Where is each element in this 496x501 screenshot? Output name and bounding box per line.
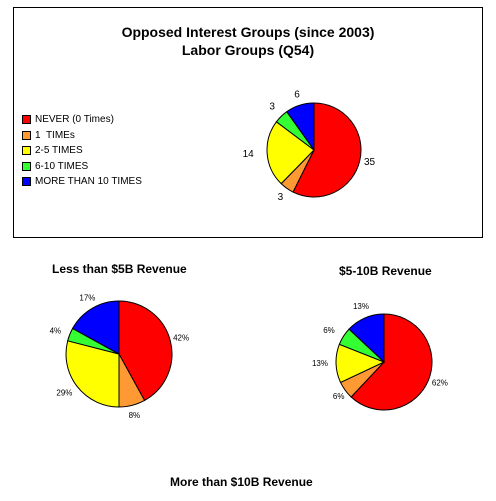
pie-0-label-1: 3 (278, 192, 284, 203)
pie-title-less-than-5b: Less than $5B Revenue (52, 262, 187, 276)
pie-title-5-10b: $5-10B Revenue (339, 264, 432, 278)
pie-0-label-2: 14 (243, 149, 255, 160)
pie-2-label-1: 6% (333, 392, 345, 401)
legend-swatch-more-than-10 (22, 177, 31, 187)
pie-1-slice-0 (118, 300, 173, 402)
pie-0-slice-0 (292, 102, 362, 198)
legend-item-1-time: 1 TIMEs (22, 128, 142, 144)
legend-swatch-1-time (22, 130, 31, 140)
pie-1-slice-2 (65, 340, 120, 408)
pie-2-label-3: 6% (323, 326, 335, 335)
pie-1-label-0: 42% (173, 334, 189, 343)
pie-1-label-2: 29% (56, 388, 72, 397)
pie-2-slice-4 (348, 313, 385, 364)
legend-item-more-than-10: MORE THAN 10 TIMES (22, 174, 142, 190)
chart-subtitle: Labor Groups (Q54) (181, 42, 315, 58)
legend-label-never: NEVER (0 Times) (35, 114, 114, 126)
legend-label-2-5-times: 2-5 TIMES (35, 145, 83, 157)
legend-swatch-never (22, 115, 31, 125)
pie-0-slice-4 (286, 102, 315, 152)
legend-label-1-time: 1 TIMEs (35, 129, 75, 141)
pie-0-label-4: 6 (294, 89, 300, 100)
legend-label-more-than-10: MORE THAN 10 TIMES (35, 176, 142, 188)
legend: NEVER (0 Times) 1 TIMEs 2-5 TIMES 6-10 T… (22, 112, 142, 190)
pie-2-label-2: 13% (312, 359, 328, 368)
pie-0-slice-2 (266, 121, 315, 185)
pie-1-label-3: 4% (50, 326, 62, 335)
pie-0-label-0: 35 (364, 157, 376, 168)
pie-2-label-0: 62% (432, 379, 448, 388)
pie-2-slice-0 (350, 313, 433, 411)
pie-1-slice-4 (71, 300, 120, 355)
legend-swatch-6-10-times (22, 161, 31, 171)
pie-1-label-1: 8% (129, 411, 141, 420)
legend-item-2-5-times: 2-5 TIMES (22, 143, 142, 159)
legend-swatch-2-5-times (22, 146, 31, 156)
pie-0-label-3: 3 (269, 102, 275, 113)
pie-title-more-than-10b: More than $10B Revenue (170, 475, 313, 489)
legend-item-6-10-times: 6-10 TIMES (22, 159, 142, 175)
main-chart-frame: Opposed Interest Groups (since 2003) Lab… (13, 7, 483, 238)
legend-item-never: NEVER (0 Times) (22, 112, 142, 128)
pie-2-label-4: 13% (353, 302, 369, 311)
pie-1-label-4: 17% (79, 294, 95, 303)
chart-title: Opposed Interest Groups (since 2003) (121, 24, 375, 40)
legend-label-6-10-times: 6-10 TIMES (35, 160, 89, 172)
